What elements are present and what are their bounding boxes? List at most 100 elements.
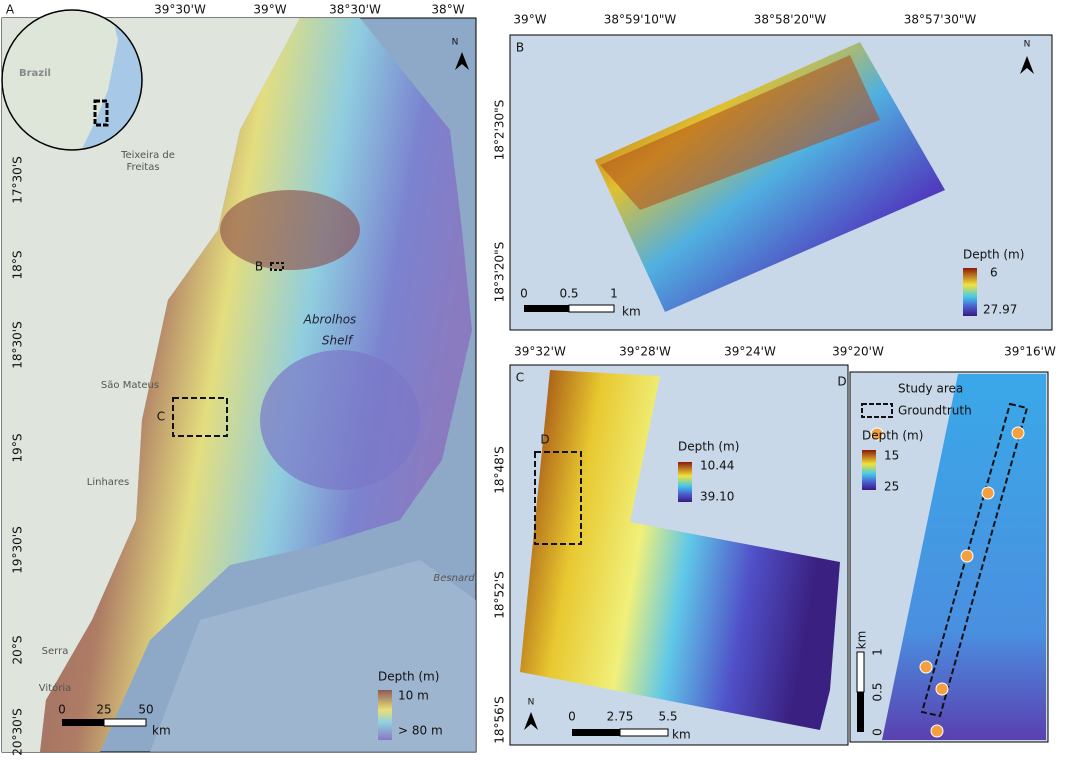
place-label: Linhares	[87, 477, 129, 488]
legend-max: 15	[884, 449, 899, 463]
north-arrow-b	[1020, 56, 1034, 74]
top-tick-label: 39°24'W	[724, 345, 776, 359]
inset	[2, 10, 142, 150]
left-tick-label: 19°S	[11, 434, 25, 463]
left-tick-label: 20°S	[11, 636, 25, 665]
left-tick-label: 18°48'S	[493, 446, 507, 493]
top-tick-label: 39°W	[513, 13, 546, 27]
scale-c	[572, 728, 669, 737]
legend-groundtruth: Groundtruth	[898, 404, 972, 418]
scale-d	[856, 651, 865, 732]
place-label: Serra	[42, 646, 69, 657]
panel-label: B	[516, 41, 524, 55]
region-label: Shelf	[322, 334, 354, 348]
box-b	[270, 262, 284, 271]
legend-min: 39.10	[700, 490, 734, 504]
legend-min: > 80 m	[398, 724, 443, 738]
place-label: Freitas	[126, 162, 159, 173]
survey-b-shallow	[600, 55, 880, 210]
scale-tick-label: 1	[610, 287, 618, 301]
inset-label: Brazil	[19, 68, 51, 79]
legend-b-ramp	[963, 268, 977, 316]
study-area	[920, 402, 1029, 718]
left-tick-label: 18°56'S	[493, 696, 507, 743]
scale-b	[524, 304, 615, 313]
legend-a-ramp	[378, 690, 392, 740]
legend-study-area: Study area	[898, 382, 963, 396]
top-tick-label: 39°W	[253, 3, 286, 17]
scale-unit: km	[152, 724, 171, 738]
legend-max: 10.44	[700, 459, 734, 473]
box-label: B	[255, 260, 263, 274]
legend-title: Depth (m)	[862, 429, 923, 443]
inset-land	[2, 10, 118, 150]
legend-d-study	[861, 403, 893, 418]
inset-box	[93, 99, 109, 127]
scale-a	[62, 718, 147, 727]
groundtruth-points	[919, 426, 1025, 738]
legend-max: 6	[990, 266, 998, 280]
scale-tick-label: 50	[138, 703, 153, 717]
legend-d-ramp	[862, 450, 876, 490]
box-d	[534, 451, 582, 545]
survey-c	[520, 370, 840, 730]
scale-tick-label: 25	[96, 703, 111, 717]
north-label: N	[452, 38, 459, 48]
left-tick-label: 19°30'S	[11, 526, 25, 573]
scale-unit: km	[622, 305, 641, 319]
north-arrow-a	[455, 52, 469, 70]
shelf-deep	[260, 350, 420, 490]
scale-tick-label: 0	[520, 287, 528, 301]
scale-tick-label: 2.75	[607, 710, 634, 724]
scale-unit: km	[855, 631, 869, 650]
scale-tick-label: 1	[871, 648, 885, 656]
place-label: Vitória	[39, 682, 71, 694]
top-tick-label: 38°30'W	[329, 3, 381, 17]
place-label: São Mateus	[101, 380, 159, 391]
box-c	[172, 397, 228, 437]
box-label: C	[157, 410, 165, 424]
left-tick-label: 18°52'S	[493, 571, 507, 618]
top-tick-label: 38°58'20"W	[754, 13, 827, 27]
place-label: Besnard	[433, 573, 475, 584]
panel-label: A	[6, 3, 15, 17]
panel-label: D	[837, 375, 846, 389]
legend-max: 10 m	[398, 689, 429, 703]
legend-d-groundtruth	[870, 427, 884, 441]
top-tick-label: 38°57'30"W	[904, 13, 977, 27]
inset-border	[1, 9, 143, 151]
box-label: D	[540, 433, 549, 447]
legend-title: Depth (m)	[378, 670, 439, 684]
place-label: Teixeira de	[120, 150, 175, 161]
top-tick-label: 39°30'W	[154, 3, 206, 17]
top-tick-label: 39°16'W	[1004, 345, 1056, 359]
panel-label: C	[516, 371, 524, 385]
region-label: Abrolhos	[303, 313, 357, 327]
shelf	[40, 18, 472, 752]
left-tick-label: 18°2'30"S	[493, 100, 507, 161]
legend-title: Depth (m)	[678, 440, 739, 454]
top-tick-label: 38°W	[431, 3, 464, 17]
shelf-shallow	[220, 190, 360, 270]
top-tick-label: 38°59'10"W	[604, 13, 677, 27]
left-tick-label: 20°30'S	[11, 708, 25, 755]
left-tick-label: 18°30'S	[11, 321, 25, 368]
top-tick-label: 39°28'W	[619, 345, 671, 359]
legend-c-ramp	[678, 462, 692, 502]
north-arrow-c	[524, 712, 538, 730]
scale-tick-label: 0	[871, 728, 885, 736]
left-tick-label: 17°30'S	[11, 156, 25, 203]
scale-tick-label: 5.5	[658, 710, 677, 724]
north-label: N	[528, 698, 535, 708]
left-tick-label: 18°3'20"S	[493, 242, 507, 303]
land	[2, 18, 300, 752]
scale-tick-label: 0.5	[559, 287, 578, 301]
top-tick-label: 39°20'W	[832, 345, 884, 359]
scale-tick-label: 0.5	[871, 682, 885, 701]
legend-min: 27.97	[983, 303, 1017, 317]
top-tick-label: 39°32'W	[514, 345, 566, 359]
legend-min: 25	[884, 480, 899, 494]
scale-unit: km	[672, 728, 691, 742]
scale-tick-label: 0	[58, 703, 66, 717]
